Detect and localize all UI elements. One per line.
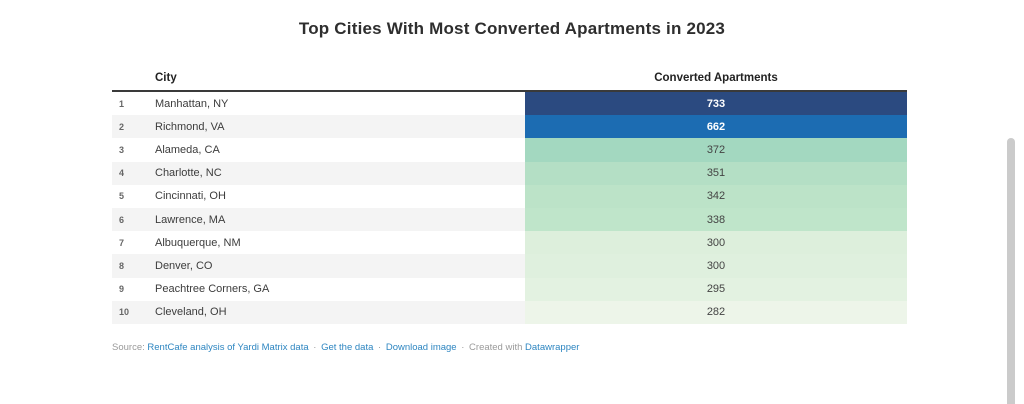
table-row: 8 Denver, CO 300: [112, 254, 907, 278]
table-row: 6 Lawrence, MA 338: [112, 207, 907, 232]
value-cell: 338: [525, 207, 907, 232]
value-cell: 282: [525, 300, 907, 324]
rank-cell: 3: [119, 144, 125, 155]
rank-cell: 8: [112, 254, 155, 278]
table-row: 5 Cincinnati, OH 342: [112, 184, 907, 208]
value-cell: 300: [525, 254, 907, 278]
rank-cell: 7: [119, 237, 125, 248]
table-row: 10 Cleveland, OH 282: [112, 300, 907, 324]
table-row: 2 Richmond, VA 662: [112, 115, 907, 139]
rank-cell: 6: [112, 207, 155, 232]
created-with-label: Created with: [469, 342, 523, 353]
table-row: 4 Charlotte, NC 351: [112, 161, 907, 185]
value-cell: 662: [525, 115, 907, 139]
download-image-link[interactable]: Download image: [385, 342, 457, 353]
source-footer: Source: RentCafe analysis of Yardi Matri…: [112, 342, 579, 353]
rank-cell: 2: [112, 115, 155, 139]
rank-cell: 9: [119, 284, 125, 295]
converted-apartments-table: City Converted Apartments 1 Manhattan, N…: [112, 66, 907, 324]
table-header-row: City Converted Apartments: [112, 66, 907, 92]
city-cell: Richmond, VA: [155, 115, 525, 139]
rank-cell: 5: [119, 191, 125, 202]
table-row: 9 Peachtree Corners, GA 295: [112, 277, 907, 301]
city-column-header: City: [155, 72, 177, 84]
city-cell: Charlotte, NC: [155, 161, 525, 185]
value-cell: 342: [525, 184, 907, 208]
city-cell: Cleveland, OH: [155, 300, 525, 324]
table-row: 3 Alameda, CA 372: [112, 138, 907, 162]
rank-cell: 10: [112, 300, 155, 324]
rank-cell: 1: [119, 98, 125, 109]
vertical-scrollbar-thumb[interactable]: [1007, 138, 1015, 404]
footer-separator: ·: [378, 342, 382, 353]
city-cell: Alameda, CA: [155, 143, 220, 156]
datawrapper-link[interactable]: Datawrapper: [525, 342, 580, 353]
city-cell: Lawrence, MA: [155, 207, 525, 232]
city-cell: Cincinnati, OH: [155, 190, 226, 203]
rank-cell: 4: [112, 161, 155, 185]
city-cell: Manhattan, NY: [155, 97, 229, 110]
table-body: 1 Manhattan, NY 733 2 Richmond, VA 662 3…: [112, 92, 907, 324]
page-title: Top Cities With Most Converted Apartment…: [298, 19, 726, 38]
source-label: Source:: [112, 342, 145, 353]
city-cell: Albuquerque, NM: [155, 236, 241, 249]
value-cell: 300: [525, 231, 907, 255]
value-cell: 351: [525, 161, 907, 185]
footer-separator: ·: [461, 342, 465, 353]
table-row: 1 Manhattan, NY 733: [112, 92, 907, 116]
footer-separator: ·: [313, 342, 317, 353]
get-the-data-link[interactable]: Get the data: [321, 342, 374, 353]
value-cell: 295: [525, 277, 907, 301]
converted-apartments-column-header: Converted Apartments: [654, 72, 778, 84]
city-cell: Denver, CO: [155, 254, 525, 278]
value-cell: 372: [525, 138, 907, 162]
source-link[interactable]: RentCafe analysis of Yardi Matrix data: [147, 342, 309, 353]
value-cell: 733: [525, 92, 907, 116]
city-cell: Peachtree Corners, GA: [155, 283, 270, 296]
table-row: 7 Albuquerque, NM 300: [112, 231, 907, 255]
